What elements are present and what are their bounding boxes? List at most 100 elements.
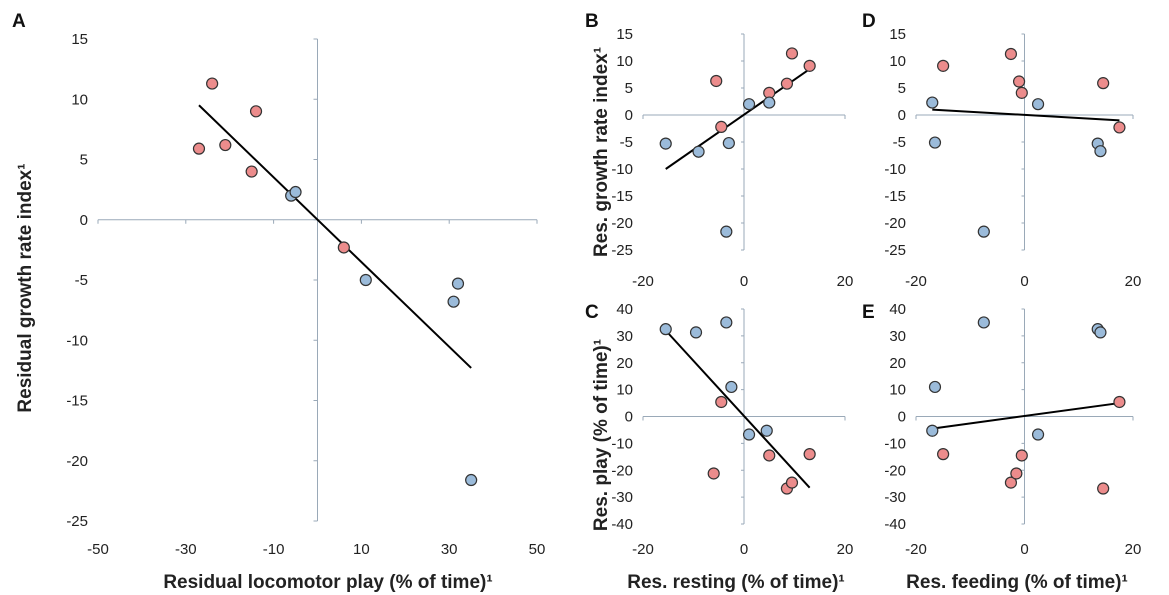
panel-b-y-tick-label: -25 [611, 242, 633, 259]
panel-a-y-tick-label: -25 [66, 513, 88, 530]
panel-c-y-tick-label: 40 [616, 301, 633, 318]
panel-e-point-red [1010, 467, 1023, 480]
panel-d-point-red [1012, 75, 1026, 88]
panel-b-y-tick-label: 5 [625, 80, 633, 97]
panel-label-b: B [585, 11, 599, 32]
panel-a-y-tick-label: -5 [75, 272, 88, 289]
panel-b-y-label: Res. growth rate index¹ [591, 47, 612, 257]
panel-label-c: C [585, 302, 599, 323]
panel-e-point-red [1015, 449, 1028, 462]
panel-e-y-tick-label: -30 [884, 489, 906, 506]
panel-a-x-tick-label: -10 [263, 541, 285, 558]
panel-e-point-blue [1031, 428, 1045, 441]
panel-e-point-red [937, 448, 950, 461]
panel-a-y-label: Residual growth rate index¹ [15, 163, 36, 412]
panel-e-point-blue [977, 316, 990, 329]
panel-b-x-tick-label: 20 [837, 273, 854, 290]
panel-b-point-red [710, 74, 723, 88]
panel-e-trend-line [932, 402, 1120, 430]
panel-d: 15 10 5 0 -5 -10 -15 -20 -25 -20 0 20 [884, 26, 1141, 290]
panel-a-y-tick-label: -15 [66, 393, 88, 410]
panel-a-point-blue [447, 295, 460, 308]
panel-d-y-tick-label: 15 [889, 26, 906, 43]
panel-e: 40 30 20 10 0 -10 -20 -30 -40 -20 0 20 [884, 301, 1141, 558]
panel-b-point-red [785, 47, 799, 60]
panel-c-y-tick-label: -40 [611, 516, 633, 533]
panel-c-point-red [803, 448, 816, 461]
panel-a-x-tick-label: 50 [529, 541, 546, 558]
panel-e-y-tick-label: 10 [889, 382, 906, 399]
panel-b-y-tick-label: 0 [625, 107, 633, 124]
panel-c-x-label: Res. resting (% of time)¹ [627, 572, 844, 593]
panel-e-x-label: Res. feeding (% of time)¹ [906, 572, 1128, 593]
panel-a-x-label: Residual locomotor play (% of time)¹ [163, 572, 492, 593]
panel-b-x-tick-label: 0 [740, 273, 748, 290]
panel-a-point-red [219, 138, 232, 152]
panel-d-point-blue [1031, 98, 1045, 111]
panel-e-y-tick-label: 0 [898, 409, 906, 426]
panel-a-trend-line [198, 104, 472, 369]
panel-a-point-blue [465, 473, 478, 487]
panel-b-point-blue [720, 225, 733, 238]
panel-d-y-tick-label: 10 [889, 53, 906, 70]
panel-e-x-tick-label: -20 [905, 541, 927, 558]
panel-a-y-tick-label: -20 [66, 453, 88, 470]
panel-b-x-tick-label: -20 [632, 273, 654, 290]
panel-e-y-tick-label: 40 [889, 301, 906, 318]
panel-e-point-blue [926, 424, 939, 437]
panel-e-y-tick-label: -20 [884, 462, 906, 479]
panel-c-trend-line [664, 329, 811, 489]
panel-c-point-blue [725, 380, 738, 394]
panel-d-x-tick-label: 0 [1020, 273, 1028, 290]
panel-a-y-tick-label: 15 [71, 31, 88, 48]
panel-c-point-blue [742, 428, 756, 441]
panel-a-y-tick-label: 10 [71, 91, 88, 108]
panel-c-point-red [763, 449, 776, 462]
panel-a-x-tick-label: 30 [441, 541, 458, 558]
panel-d-y-tick-label: -25 [884, 242, 906, 259]
panel-a-y-tick-label: -10 [66, 332, 88, 349]
panel-a-point-red [249, 105, 263, 118]
panel-b-point-blue [692, 145, 705, 158]
panel-e-point-blue [1094, 326, 1107, 339]
panel-d-y-tick-label: -20 [884, 215, 906, 232]
panel-a-point-red [337, 241, 350, 254]
panel-label-a: A [12, 11, 26, 32]
panel-e-point-red [1097, 482, 1110, 495]
panel-a-point-red [206, 77, 219, 90]
panel-c-point-blue [760, 424, 773, 437]
panel-b: 15 10 5 0 -5 -10 -15 -20 -25 -20 0 20 [611, 26, 853, 290]
panel-d-point-red [1097, 77, 1110, 90]
panel-a-x-tick-label: 10 [353, 541, 370, 558]
panel-a-x-tick-label: -30 [175, 541, 197, 558]
panel-c-point-blue [720, 316, 733, 329]
panel-c-point-blue [689, 326, 703, 339]
panel-c-y-tick-label: 10 [616, 382, 633, 399]
panel-c-y-label: Res. play (% of time)¹ [591, 339, 612, 531]
panel-b-point-blue [742, 98, 756, 111]
panel-a-point-blue [359, 273, 372, 287]
panel-b-y-tick-label: -10 [611, 161, 633, 178]
panel-e-y-tick-label: -10 [884, 435, 906, 452]
panel-c-point-red [715, 395, 728, 409]
panel-e-y-tick-label: -40 [884, 516, 906, 533]
panel-d-point-blue [977, 225, 990, 238]
panel-c-y-tick-label: -10 [611, 435, 633, 452]
panel-c-x-tick-label: 0 [740, 541, 748, 558]
panel-label-d: D [862, 11, 876, 32]
panel-d-point-blue [928, 136, 942, 149]
panel-d-point-red [1015, 86, 1028, 99]
panel-c-y-tick-label: 0 [625, 409, 633, 426]
panel-a-point-blue [451, 277, 465, 290]
panel-b-y-tick-label: 10 [616, 53, 633, 70]
panel-d-trend-line [932, 108, 1120, 122]
panel-b-y-tick-label: -20 [611, 215, 633, 232]
panel-d-y-tick-label: -10 [884, 161, 906, 178]
panel-b-point-red [780, 77, 794, 90]
panel-a-x-tick-label: -50 [87, 541, 109, 558]
panel-a-y-tick-label: 0 [80, 212, 88, 229]
panel-d-y-tick-label: -15 [884, 188, 906, 205]
panel-d-point-blue [1094, 145, 1107, 158]
